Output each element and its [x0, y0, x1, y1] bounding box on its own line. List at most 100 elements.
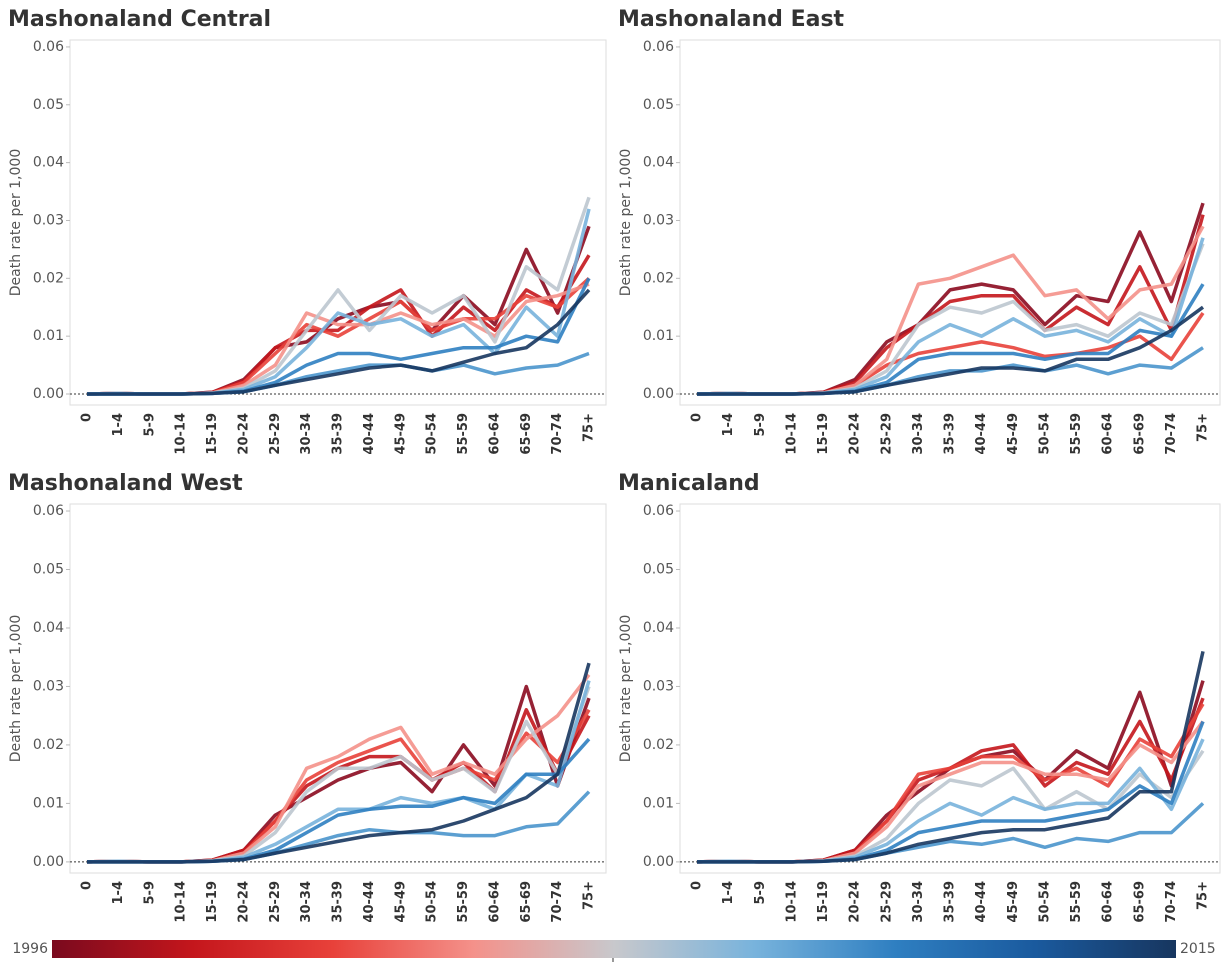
x-tick-label: 35-39 [331, 413, 346, 455]
x-tick-label: 65-69 [1132, 881, 1147, 923]
x-tick-label: 65-69 [519, 413, 534, 455]
y-axis-title: Death rate per 1,000 [8, 615, 24, 762]
x-tick-label: 40-44 [362, 413, 377, 455]
plot-frame [679, 39, 1221, 406]
x-tick-label: 70-74 [550, 413, 565, 455]
series-line [86, 196, 591, 396]
y-tick-label: 0.00 [643, 854, 674, 870]
x-tick-label: 75+ [582, 413, 597, 442]
y-axis-title: Death rate per 1,000 [8, 149, 24, 296]
x-tick-label: 25-29 [879, 881, 894, 923]
y-tick-label: 0.05 [33, 97, 64, 113]
x-tick-label: 40-44 [974, 413, 989, 455]
x-tick-label: 10-14 [784, 881, 799, 923]
x-tick-label: 5-9 [142, 413, 157, 437]
panel-title: Mashonaland East [618, 7, 845, 32]
x-tick-label: 55-59 [1069, 413, 1084, 455]
x-tick-label: 1-4 [111, 881, 126, 905]
x-tick-label: 10-14 [784, 413, 799, 455]
x-tick-label: 65-69 [519, 881, 534, 923]
plot-frame [69, 503, 607, 874]
x-tick-label: 0 [690, 413, 705, 422]
x-tick-label: 1-4 [721, 413, 736, 437]
x-tick-label: 45-49 [393, 881, 408, 923]
y-tick-label: 0.02 [33, 737, 64, 753]
x-tick-label: 20-24 [236, 881, 251, 923]
series-line [87, 288, 591, 396]
y-tick-label: 0.01 [643, 328, 674, 344]
x-tick-label: 60-64 [1101, 413, 1116, 455]
panel-title: Mashonaland West [8, 471, 243, 496]
x-tick-label: 35-39 [943, 413, 958, 455]
y-tick-label: 0.03 [33, 212, 64, 228]
y-tick-label: 0.06 [33, 39, 64, 55]
y-tick-label: 0.02 [33, 270, 64, 286]
x-tick-label: 45-49 [1006, 881, 1021, 923]
y-tick-label: 0.04 [643, 620, 674, 636]
y-tick-label: 0.00 [643, 386, 674, 402]
x-tick-label: 30-34 [911, 881, 926, 923]
plot-frame [69, 39, 607, 406]
series-line [87, 662, 591, 864]
y-tick-label: 0.04 [33, 620, 64, 636]
y-tick-label: 0.03 [33, 678, 64, 694]
x-tick-label: 50-54 [1037, 881, 1052, 923]
x-tick-label: 30-34 [299, 413, 314, 455]
y-tick-label: 0.03 [643, 212, 674, 228]
x-tick-label: 40-44 [974, 881, 989, 923]
y-tick-label: 0.05 [643, 97, 674, 113]
x-tick-label: 0 [80, 881, 95, 890]
y-tick-label: 0.03 [643, 678, 674, 694]
series-line [697, 651, 1205, 864]
x-tick-label: 15-19 [816, 881, 831, 923]
panel-title: Manicaland [618, 471, 760, 496]
y-axis-title: Death rate per 1,000 [618, 149, 634, 296]
x-tick-label: 25-29 [268, 413, 283, 455]
x-tick-label: 45-49 [393, 413, 408, 455]
series-line [697, 305, 1205, 396]
x-tick-label: 70-74 [1164, 413, 1179, 455]
x-tick-label: 30-34 [299, 881, 314, 923]
x-tick-label: 75+ [1196, 413, 1211, 442]
x-tick-label: 50-54 [1037, 413, 1052, 455]
y-tick-label: 0.01 [33, 795, 64, 811]
y-tick-label: 0.05 [33, 561, 64, 577]
panel-title: Mashonaland Central [8, 7, 271, 32]
x-tick-label: 40-44 [362, 881, 377, 923]
x-tick-label: 60-64 [487, 413, 502, 455]
x-tick-label: 20-24 [848, 413, 863, 455]
x-tick-label: 35-39 [331, 881, 346, 923]
y-tick-label: 0.04 [643, 155, 674, 171]
x-tick-label: 70-74 [550, 881, 565, 923]
x-tick-label: 5-9 [753, 881, 768, 905]
x-tick-label: 70-74 [1164, 881, 1179, 923]
x-tick-label: 75+ [1196, 881, 1211, 910]
plot-frame [679, 503, 1221, 874]
x-tick-label: 5-9 [142, 881, 157, 905]
x-tick-label: 30-34 [911, 413, 926, 455]
x-tick-label: 55-59 [456, 881, 471, 923]
color-legend-bar [52, 940, 1176, 958]
x-tick-label: 60-64 [1101, 881, 1116, 923]
x-tick-label: 55-59 [456, 413, 471, 455]
y-tick-label: 0.01 [643, 795, 674, 811]
x-tick-label: 25-29 [879, 413, 894, 455]
x-tick-label: 25-29 [268, 881, 283, 923]
x-tick-label: 20-24 [848, 881, 863, 923]
x-tick-label: 10-14 [174, 413, 189, 455]
color-legend-max: 2015 [1180, 941, 1216, 957]
x-tick-label: 0 [80, 413, 95, 422]
x-tick-label: 50-54 [425, 881, 440, 923]
x-tick-label: 55-59 [1069, 881, 1084, 923]
x-tick-label: 1-4 [111, 413, 126, 437]
y-tick-label: 0.02 [643, 737, 674, 753]
y-tick-label: 0.00 [33, 386, 64, 402]
x-tick-label: 20-24 [236, 413, 251, 455]
x-tick-label: 15-19 [205, 413, 220, 455]
x-tick-label: 35-39 [943, 881, 958, 923]
x-tick-label: 45-49 [1006, 413, 1021, 455]
x-tick-label: 50-54 [425, 413, 440, 455]
series-line [696, 202, 1205, 396]
y-tick-label: 0.06 [643, 39, 674, 55]
